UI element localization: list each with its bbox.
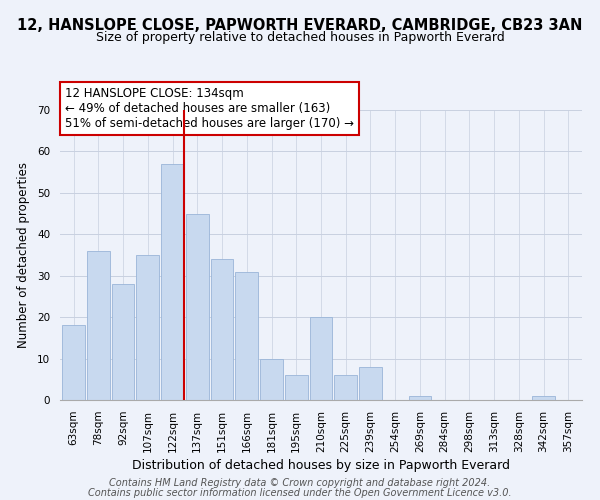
Bar [186, 214, 209, 400]
Text: 12, HANSLOPE CLOSE, PAPWORTH EVERARD, CAMBRIDGE, CB23 3AN: 12, HANSLOPE CLOSE, PAPWORTH EVERARD, CA… [17, 18, 583, 32]
Text: Size of property relative to detached houses in Papworth Everard: Size of property relative to detached ho… [95, 31, 505, 44]
Bar [87, 251, 110, 400]
Bar [532, 396, 555, 400]
Bar [235, 272, 258, 400]
Text: Contains HM Land Registry data © Crown copyright and database right 2024.: Contains HM Land Registry data © Crown c… [109, 478, 491, 488]
Y-axis label: Number of detached properties: Number of detached properties [17, 162, 30, 348]
Text: 12 HANSLOPE CLOSE: 134sqm
← 49% of detached houses are smaller (163)
51% of semi: 12 HANSLOPE CLOSE: 134sqm ← 49% of detac… [65, 87, 354, 130]
Bar [161, 164, 184, 400]
Bar [285, 375, 308, 400]
Bar [359, 367, 382, 400]
Bar [310, 317, 332, 400]
Bar [211, 259, 233, 400]
Bar [136, 255, 159, 400]
Bar [260, 358, 283, 400]
X-axis label: Distribution of detached houses by size in Papworth Everard: Distribution of detached houses by size … [132, 459, 510, 472]
Text: Contains public sector information licensed under the Open Government Licence v3: Contains public sector information licen… [88, 488, 512, 498]
Bar [62, 326, 85, 400]
Bar [334, 375, 357, 400]
Bar [409, 396, 431, 400]
Bar [112, 284, 134, 400]
